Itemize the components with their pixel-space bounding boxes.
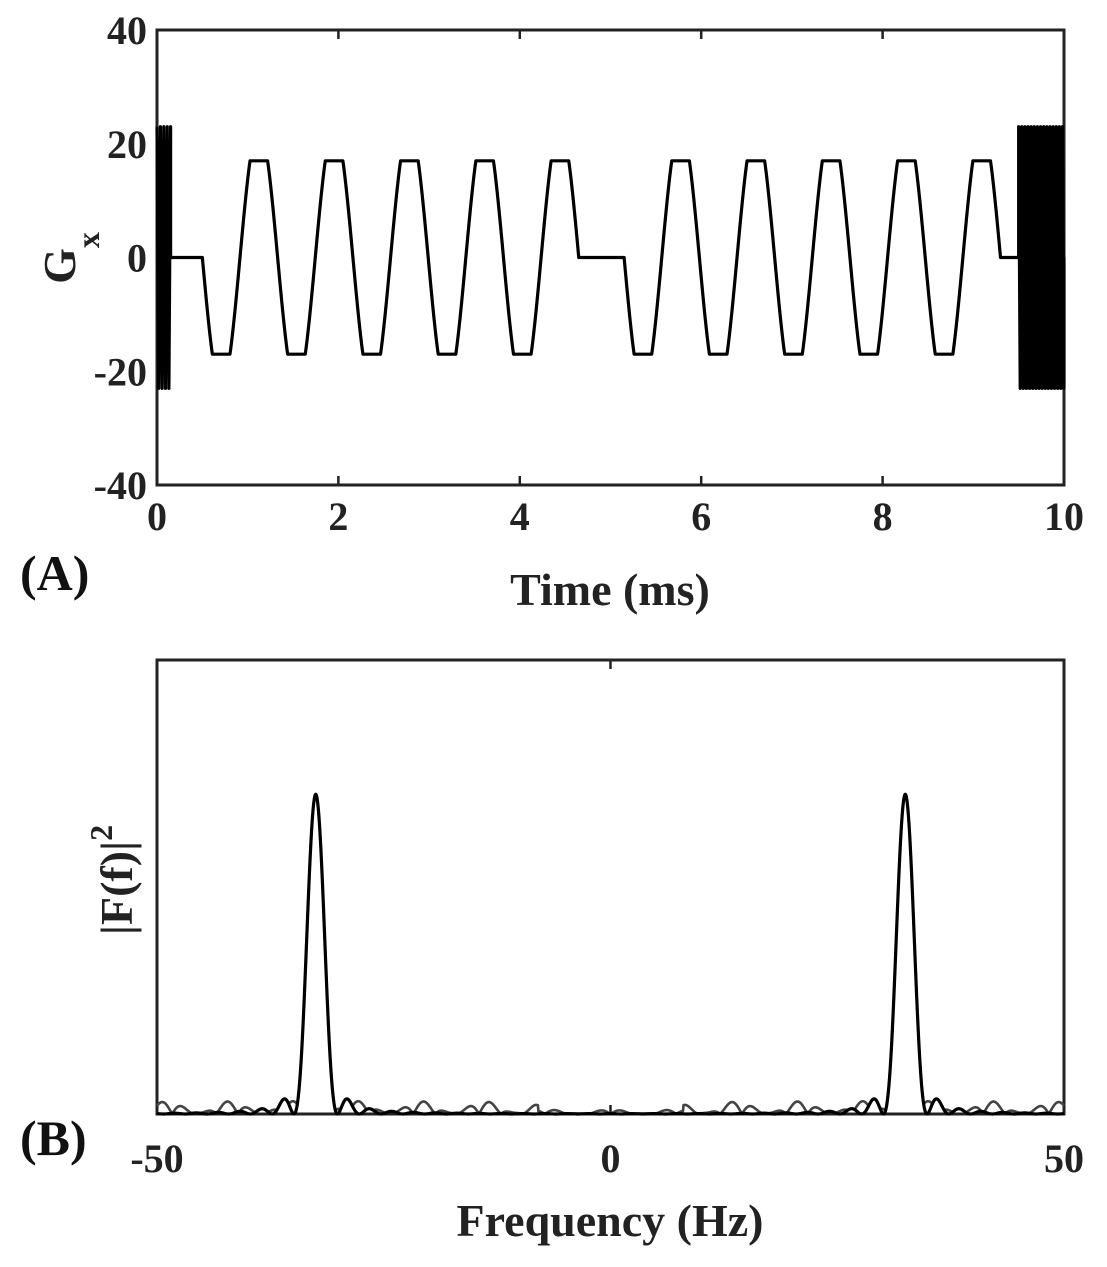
x-tick-label-a: 10: [1044, 494, 1084, 539]
x-tick-label-b: 0: [601, 1136, 621, 1181]
y-axis-title-a-main: G: [34, 248, 85, 284]
x-tick-label-a: 0: [147, 494, 167, 539]
spectrum-sidelobe-line: [156, 792, 1065, 1115]
gx-waveform-line: [155, 125, 1066, 390]
y-axis-title-a: Gx: [34, 232, 106, 284]
y-tick-label-a: -40: [94, 463, 147, 508]
panel-label-a: (A): [20, 545, 89, 601]
panel-label-b: (B): [20, 1110, 87, 1166]
x-tick-label-a: 6: [691, 494, 711, 539]
tick-labels-b: -50 0 50: [130, 1136, 1084, 1181]
x-tick-label-b: -50: [130, 1136, 183, 1181]
panel-a: 0 2 4 6 8 10 -40 -20 0 20 40 Time (ms) Gx (A): [20, 8, 1084, 615]
x-tick-label-a: 2: [328, 494, 348, 539]
y-axis-title-a-sub: x: [70, 232, 106, 248]
x-tick-label-b: 50: [1044, 1136, 1084, 1181]
y-tick-label-a: 40: [107, 8, 147, 53]
plot-frame-b: [155, 658, 1066, 1116]
tick-labels-a: 0 2 4 6 8 10 -40 -20 0 20 40: [94, 8, 1084, 539]
svg-text:Gx: Gx: [34, 232, 106, 284]
x-tick-label-a: 8: [873, 494, 893, 539]
y-tick-label-a: 20: [107, 122, 147, 167]
x-axis-title-b: Frequency (Hz): [456, 1195, 763, 1246]
y-axis-title-b: |F(f)|2: [83, 825, 142, 935]
y-tick-label-a: -20: [94, 349, 147, 394]
panel-b: -50 0 50 Frequency (Hz) |F(f)|2 (B): [20, 658, 1084, 1246]
y-axis-title-b-main: |F(f)|: [91, 841, 142, 935]
svg-text:|F(f)|2: |F(f)|2: [83, 825, 142, 935]
x-axis-title-a: Time (ms): [510, 564, 710, 615]
y-tick-label-a: 0: [127, 236, 147, 281]
y-axis-title-b-sup: 2: [83, 825, 119, 841]
x-tick-label-a: 4: [510, 494, 530, 539]
spectrum-line: [155, 792, 1066, 1116]
